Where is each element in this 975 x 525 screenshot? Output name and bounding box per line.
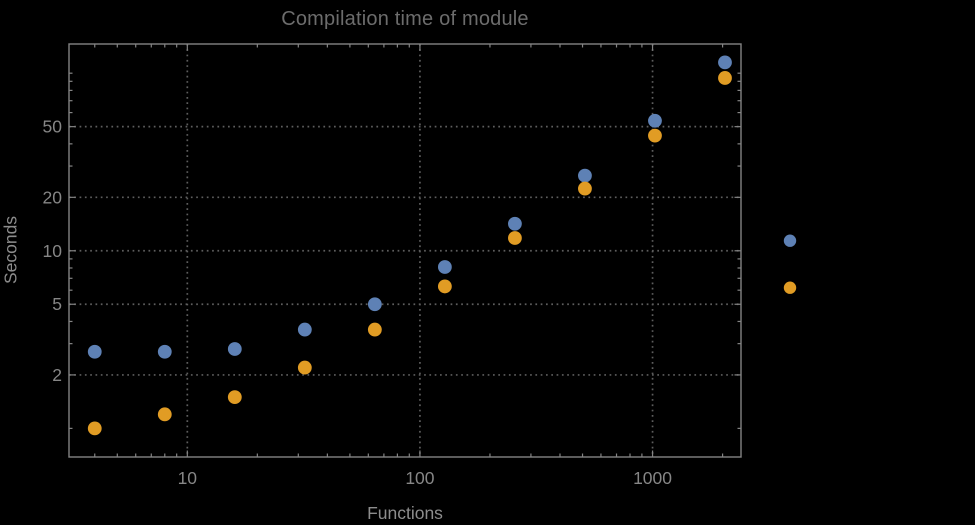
data-point-series-1 (297, 322, 312, 337)
data-point-series-2 (648, 128, 662, 143)
data-point-series-2 (297, 360, 312, 375)
y-tick-label: 5 (52, 294, 62, 314)
y-axis-label: Seconds (0, 215, 21, 285)
x-tick-label: 100 (405, 468, 434, 488)
data-point-series-2 (87, 421, 102, 436)
data-point-series-2 (508, 231, 522, 245)
y-tick-label: 10 (43, 241, 63, 261)
data-point-series-2 (157, 407, 172, 422)
y-tick-label: 20 (43, 187, 63, 207)
data-point-series-1 (227, 342, 242, 356)
data-point-series-1 (157, 344, 172, 359)
data-point-series-1 (367, 297, 382, 312)
data-point-series-1 (508, 216, 522, 231)
x-tick-label: 10 (178, 468, 198, 488)
data-point-series-2 (227, 390, 242, 405)
data-point-series-1 (437, 260, 452, 274)
legend-marker-series-2 (783, 281, 797, 294)
data-point-series-2 (437, 279, 452, 294)
data-point-series-1 (578, 168, 592, 183)
data-point-series-1 (648, 113, 662, 128)
x-tick-label: 1000 (633, 468, 672, 488)
data-point-series-1 (87, 344, 102, 359)
y-tick-label: 2 (52, 365, 62, 385)
y-tick-label: 50 (43, 117, 63, 137)
data-point-series-2 (718, 71, 732, 85)
data-point-series-2 (578, 181, 592, 196)
x-axis-label: Functions (367, 503, 443, 523)
legend-marker-series-1 (783, 234, 797, 247)
data-point-series-2 (367, 322, 382, 337)
data-point-series-1 (718, 55, 732, 70)
chart-title: Compilation time of module (281, 8, 529, 30)
